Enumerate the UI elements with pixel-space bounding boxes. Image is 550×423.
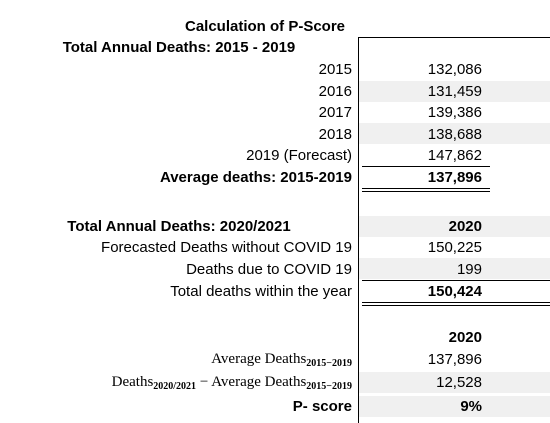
row-label: 2016	[318, 82, 352, 100]
row-value: 138,688	[427, 125, 482, 143]
label-subscript: 2015−2019	[306, 358, 352, 369]
label-text: − Average Deaths	[199, 374, 307, 390]
border	[358, 37, 550, 38]
row-value: 199	[456, 260, 482, 278]
row-value: 150,225	[427, 239, 482, 256]
border	[362, 191, 490, 192]
average-label: Average deaths: 2015-2019	[159, 169, 352, 186]
row-label: 2017	[318, 104, 352, 121]
total-label: Total deaths within the year	[170, 283, 352, 300]
row-label: Forecasted Deaths without COVID 19	[101, 239, 352, 256]
row-label: 2015	[318, 61, 352, 78]
title: Calculation of P-Score	[184, 18, 346, 35]
row-value: 131,459	[427, 82, 482, 100]
row-shade	[359, 396, 550, 417]
row-label: Deaths due to COVID 19	[186, 260, 352, 278]
label-subscript: 2015−2019	[306, 381, 352, 392]
row-shade	[359, 123, 550, 144]
year-header: 2020	[448, 329, 482, 346]
year-header: 2020	[448, 218, 482, 235]
border	[362, 188, 490, 189]
average-value: 137,896	[427, 169, 482, 186]
row-value: 147,862	[427, 147, 482, 164]
label-text: Deaths	[111, 374, 154, 390]
row-shade	[359, 258, 550, 279]
row-shade	[359, 372, 550, 393]
difference-value: 12,528	[436, 374, 482, 391]
average-label: Average Deaths2015−2019	[211, 349, 352, 370]
difference-label: Deaths2020/2021 − Average Deaths2015−201…	[112, 372, 352, 393]
p-score-value: 9%	[460, 398, 482, 415]
average-value: 137,896	[427, 351, 482, 368]
total-value: 150,424	[427, 283, 482, 300]
p-score-label: P- score	[292, 398, 352, 415]
section-heading: Total Annual Deaths: 2015 - 2019	[62, 39, 296, 56]
row-shade	[359, 216, 550, 237]
row-shade	[359, 81, 550, 102]
border	[362, 166, 490, 167]
row-value: 132,086	[427, 61, 482, 78]
section-heading: Total Annual Deaths: 2020/2021	[67, 218, 291, 235]
column-border	[358, 37, 359, 423]
label-text: Average Deaths	[211, 351, 307, 367]
border	[362, 302, 550, 303]
row-label: 2019 (Forecast)	[246, 147, 352, 164]
border	[362, 305, 550, 306]
border	[362, 280, 550, 281]
row-label: 2018	[318, 125, 352, 143]
label-subscript: 2020/2021	[153, 381, 197, 392]
row-value: 139,386	[427, 104, 482, 121]
